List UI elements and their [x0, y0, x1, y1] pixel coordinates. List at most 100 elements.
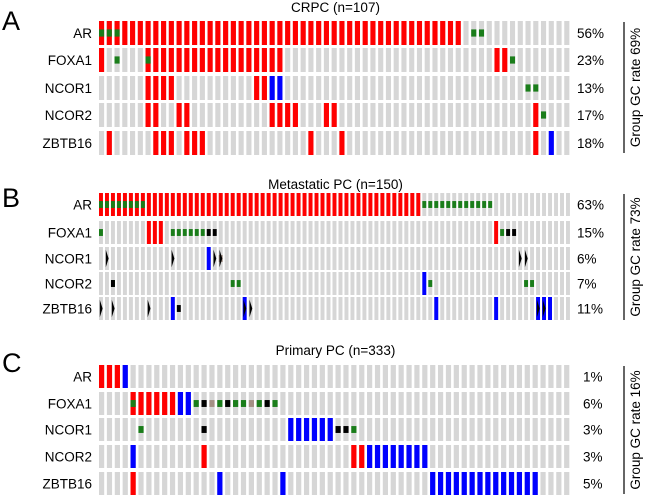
wildtype-cell	[242, 221, 247, 244]
wildtype-cell	[548, 247, 552, 270]
wildtype-cell	[134, 221, 139, 244]
deletion-cell	[434, 297, 439, 320]
inframe-mutation-mark	[209, 400, 215, 407]
alteration-percent: 3%	[583, 450, 603, 465]
wildtype-cell	[524, 297, 529, 320]
wildtype-cell	[494, 103, 500, 127]
wildtype-cell	[350, 297, 355, 320]
wildtype-cell	[359, 418, 365, 441]
wildtype-cell	[398, 272, 403, 295]
amplification-cell	[236, 193, 241, 216]
deletion-cell	[453, 472, 459, 495]
wildtype-cell	[302, 297, 307, 320]
wildtype-cell	[177, 472, 184, 495]
amplification-cell	[344, 193, 349, 216]
amplification-cell	[153, 131, 159, 155]
wildtype-cell	[350, 272, 355, 295]
wildtype-cell	[485, 392, 491, 415]
wildtype-cell	[488, 221, 493, 244]
amplification-cell	[266, 193, 271, 216]
wildtype-cell	[116, 297, 121, 320]
wildtype-cell	[130, 103, 136, 127]
amplification-cell	[188, 193, 193, 216]
amplification-cell	[296, 193, 301, 216]
wildtype-cell	[264, 365, 270, 388]
wildtype-cell	[540, 472, 546, 495]
wildtype-cell	[458, 221, 463, 244]
wildtype-cell	[130, 131, 136, 155]
structural-variant-mark	[99, 299, 103, 318]
wildtype-cell	[437, 365, 444, 388]
wildtype-cell	[326, 221, 331, 244]
wildtype-cell	[416, 221, 421, 244]
wildtype-cell	[461, 445, 467, 468]
wildtype-cell	[398, 418, 404, 441]
amplification-cell	[153, 48, 159, 72]
wildtype-cell	[406, 392, 412, 415]
wildtype-cell	[344, 272, 349, 295]
wildtype-cell	[140, 272, 145, 295]
missense-mutation-mark	[114, 56, 120, 64]
wildtype-cell	[176, 247, 181, 270]
wildtype-cell	[284, 221, 289, 244]
wildtype-cell	[164, 247, 169, 270]
wildtype-cell	[240, 472, 247, 495]
wildtype-cell	[564, 472, 570, 495]
amplification-cell	[215, 21, 221, 45]
amplification-cell	[494, 221, 499, 244]
wildtype-cell	[320, 272, 325, 295]
wildtype-cell	[264, 445, 270, 468]
wildtype-cell	[296, 272, 301, 295]
wildtype-cell	[445, 418, 452, 441]
wildtype-cell	[432, 103, 438, 127]
gene-row-zbtb16: ZBTB16 18%	[42, 131, 604, 155]
wildtype-cell	[446, 297, 451, 320]
gene-label: NCOR2	[45, 450, 92, 465]
wildtype-cell	[224, 247, 229, 270]
deletion-cell	[170, 297, 175, 320]
amplification-cell	[331, 21, 337, 45]
alteration-percent: 3%	[583, 423, 603, 438]
amplification-cell	[192, 21, 198, 45]
wildtype-cell	[416, 131, 423, 155]
wildtype-cell	[137, 76, 143, 100]
wildtype-cell	[339, 76, 345, 100]
wildtype-cell	[280, 365, 286, 388]
wildtype-cell	[368, 247, 373, 270]
missense-mutation-mark	[122, 201, 127, 208]
wildtype-cell	[501, 445, 507, 468]
amplification-cell	[254, 21, 260, 45]
wildtype-cell	[374, 472, 381, 495]
wildtype-cell	[556, 131, 562, 155]
wildtype-cell	[518, 272, 523, 295]
wildtype-cell	[194, 272, 199, 295]
wildtype-cell	[130, 48, 136, 72]
amplification-cell	[277, 103, 283, 127]
wildtype-cell	[137, 131, 143, 155]
wildtype-cell	[347, 48, 353, 72]
wildtype-cell	[463, 103, 469, 127]
alteration-percent: 23%	[577, 53, 604, 68]
wildtype-cell	[185, 365, 191, 388]
amplification-cell	[158, 193, 163, 216]
truncating-mutation-mark	[201, 400, 207, 407]
wildtype-cell	[188, 247, 193, 270]
gene-row-foxa1: FOXA1 15%	[48, 221, 604, 244]
wildtype-cell	[374, 297, 379, 320]
amplification-cell	[153, 76, 159, 100]
amplification-cell	[230, 21, 236, 45]
deletion-cell	[485, 472, 491, 495]
wildtype-cell	[536, 221, 541, 244]
wildtype-cell	[230, 103, 236, 127]
wildtype-cell	[359, 472, 365, 495]
wildtype-cell	[452, 272, 457, 295]
amplification-cell	[424, 21, 430, 45]
wildtype-cell	[540, 131, 547, 155]
wildtype-cell	[548, 221, 552, 244]
wildtype-cell	[351, 472, 357, 495]
wildtype-cell	[331, 76, 337, 100]
amplification-cell	[284, 193, 289, 216]
wildtype-cell	[335, 445, 341, 468]
wildtype-cell	[110, 221, 115, 244]
panel-title: CRPC (n=107)	[291, 0, 380, 15]
